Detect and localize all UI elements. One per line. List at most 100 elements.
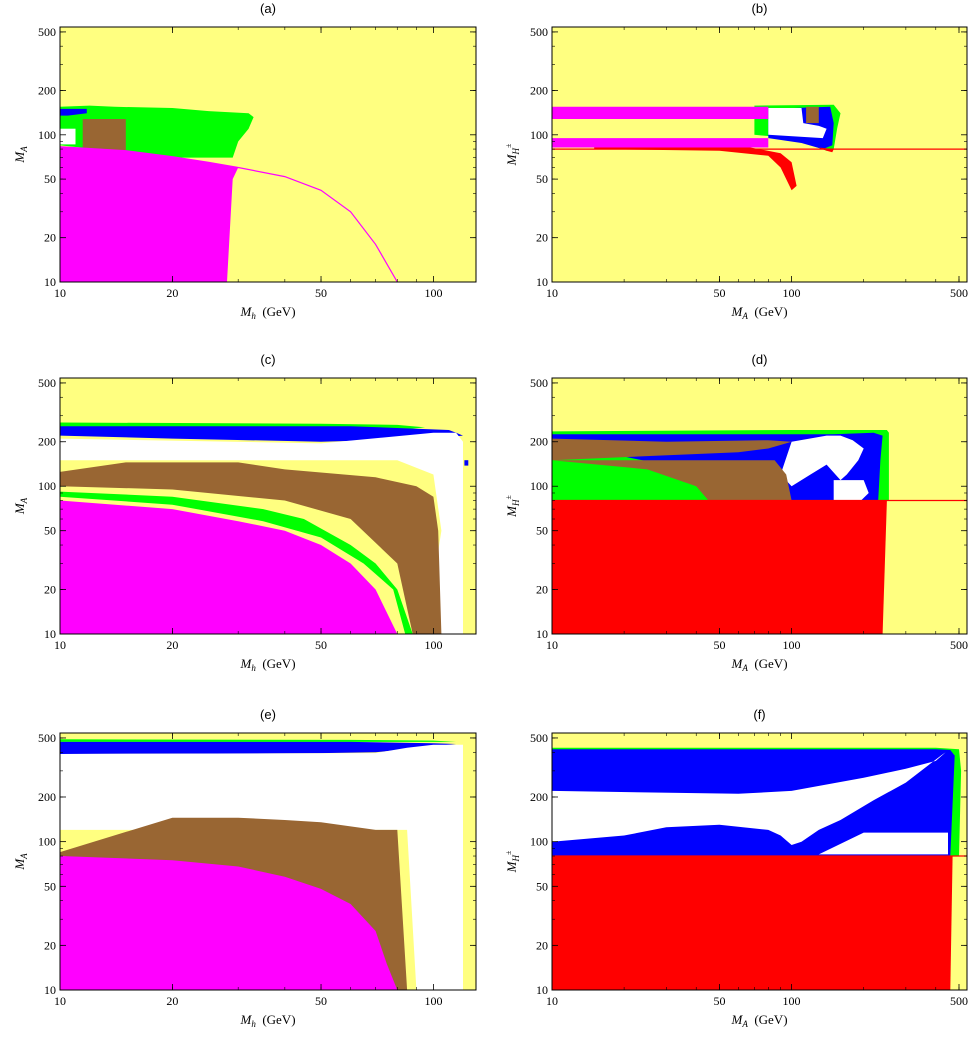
plot-frame	[59, 732, 477, 991]
panel-a: 10 20 50 100 10 20 50 100 200 500 (a) Mh (GeV) MA	[12, 1, 477, 321]
x-axis-label: Mh (GeV)	[239, 1012, 295, 1029]
x-axis-label: MA (GeV)	[730, 656, 787, 673]
x-tick-label: 10	[54, 638, 66, 652]
region-blue	[60, 741, 457, 754]
y-tick-label: 10	[44, 983, 56, 997]
y-tick-label: 200	[530, 790, 548, 804]
y-tick-label: 100	[38, 128, 56, 142]
x-tick-label: 10	[54, 286, 66, 300]
y-axis-label: MH±	[504, 495, 521, 518]
y-tick-label: 500	[38, 731, 56, 745]
y-tick-label: 200	[38, 435, 56, 449]
region-blue	[464, 460, 469, 466]
panel-c: 10 20 50 100 10 20 50 100 200 500 (c) Mh (GeV) MA	[12, 352, 477, 673]
y-tick-label: 200	[530, 83, 548, 97]
region-red	[552, 500, 887, 634]
x-tick-label: 100	[424, 638, 442, 652]
x-tick-label: 50	[315, 638, 327, 652]
x-tick-label: 10	[546, 286, 558, 300]
region-magenta	[60, 500, 398, 634]
y-tick-label: 20	[44, 583, 56, 597]
x-axis-label: MA (GeV)	[730, 1012, 787, 1029]
y-tick-label: 50	[44, 524, 56, 538]
plot-frame	[59, 26, 477, 283]
x-tick-label: 50	[713, 994, 725, 1008]
x-tick-label: 100	[424, 994, 442, 1008]
region-brown	[552, 438, 792, 461]
y-tick-label: 200	[38, 83, 56, 97]
y-tick-label: 500	[530, 376, 548, 390]
y-tick-label: 20	[536, 231, 548, 245]
panel-b: 10 50 100 500 10 20 50 100 200 500 (b) MA (GeV) MH±	[504, 1, 968, 321]
region-white	[833, 480, 869, 501]
x-tick-label: 500	[950, 638, 968, 652]
x-axis-label: Mh (GeV)	[239, 656, 295, 673]
y-tick-label: 50	[536, 524, 548, 538]
x-tick-label: 10	[546, 994, 558, 1008]
x-tick-label: 100	[424, 286, 442, 300]
region-white	[60, 432, 463, 634]
plot-frame	[551, 26, 968, 283]
y-tick-label: 100	[530, 479, 548, 493]
region-blue	[60, 426, 463, 442]
x-tick-label: 20	[166, 638, 178, 652]
region-white	[552, 752, 946, 845]
y-tick-label: 20	[44, 938, 56, 952]
x-tick-label: 50	[315, 994, 327, 1008]
region-white	[768, 108, 827, 139]
y-tick-label: 50	[536, 172, 548, 186]
plot-frame	[59, 377, 477, 635]
region-brown	[82, 119, 126, 151]
y-tick-label: 50	[44, 879, 56, 893]
plot-frame	[551, 377, 968, 635]
x-tick-label: 20	[166, 286, 178, 300]
y-tick-label: 50	[536, 879, 548, 893]
y-axis-label: MA	[12, 497, 29, 515]
region-green	[552, 460, 709, 501]
x-tick-label: 500	[950, 994, 968, 1008]
panel-title: (d)	[752, 352, 768, 367]
region-magenta	[552, 106, 769, 119]
y-axis-label: MA	[12, 853, 29, 871]
region-brown	[60, 462, 442, 634]
y-tick-label: 100	[38, 835, 56, 849]
x-tick-label: 50	[713, 286, 725, 300]
y-tick-label: 200	[530, 435, 548, 449]
y-tick-label: 100	[530, 835, 548, 849]
panel-f: 10 50 100 500 10 20 50 100 200 500 (f) MA (GeV) MH±	[504, 707, 968, 1029]
region-magenta	[552, 138, 769, 148]
region-red	[552, 856, 953, 990]
x-tick-label: 500	[950, 286, 968, 300]
panel-title: (f)	[753, 707, 765, 722]
panel-d: 10 50 100 500 10 20 50 100 200 500 (d) MA (GeV) MH±	[504, 352, 968, 673]
y-tick-label: 20	[536, 583, 548, 597]
x-axis-label: Mh (GeV)	[239, 304, 295, 321]
y-axis-label: MA	[12, 146, 29, 164]
y-tick-label: 100	[38, 479, 56, 493]
panel-title: (c)	[260, 352, 275, 367]
y-tick-label: 10	[44, 275, 56, 289]
boundary-line	[60, 146, 398, 282]
y-tick-label: 10	[536, 983, 548, 997]
y-tick-label: 50	[44, 172, 56, 186]
x-tick-label: 100	[783, 286, 801, 300]
panel-e: 10 20 50 100 10 20 50 100 200 500 (e) Mh (GeV) MA	[12, 707, 477, 1029]
plot-frame	[551, 732, 968, 991]
panel-title: (b)	[752, 1, 768, 16]
y-tick-label: 20	[536, 938, 548, 952]
y-tick-label: 500	[38, 376, 56, 390]
x-tick-label: 10	[54, 994, 66, 1008]
y-tick-label: 10	[536, 627, 548, 641]
panel-title: (e)	[260, 707, 276, 722]
x-tick-label: 50	[315, 286, 327, 300]
y-tick-label: 500	[530, 731, 548, 745]
y-tick-label: 100	[530, 128, 548, 142]
y-tick-label: 200	[38, 790, 56, 804]
x-axis-label: MA (GeV)	[730, 304, 787, 321]
y-tick-label: 500	[38, 25, 56, 39]
y-tick-label: 10	[44, 627, 56, 641]
region-magenta	[60, 856, 398, 990]
y-tick-label: 500	[530, 25, 548, 39]
x-tick-label: 100	[783, 638, 801, 652]
